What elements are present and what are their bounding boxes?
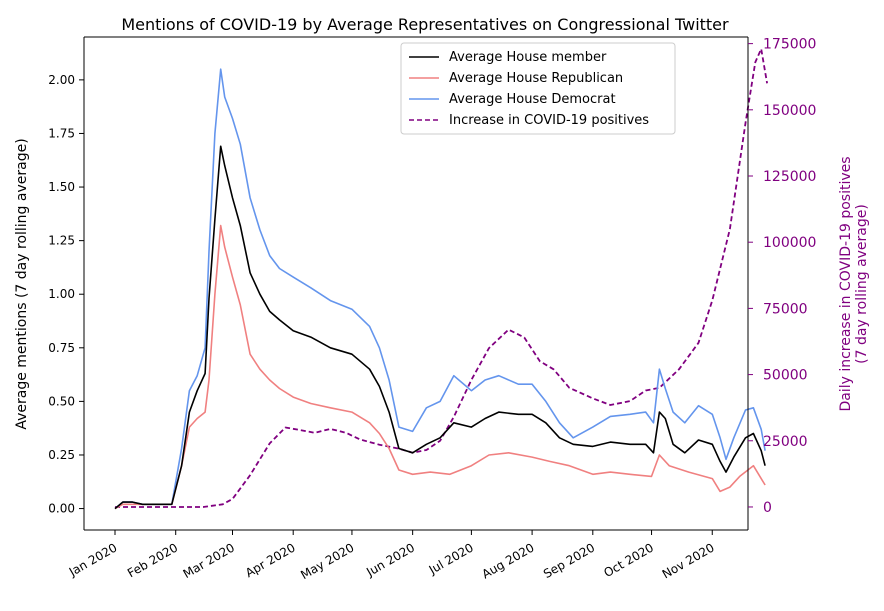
left-tick-label: 0.75 [48, 341, 75, 355]
x-tick-label: Jul 2020 [426, 540, 476, 577]
series-layer [114, 48, 768, 510]
x-tick-label: Oct 2020 [601, 540, 656, 580]
legend-box [400, 42, 676, 135]
legend-label: Average House Democrat [449, 92, 616, 107]
left-axis-label: Average mentions (7 day rolling average) [14, 138, 30, 429]
x-tick-label: Apr 2020 [243, 540, 298, 580]
right-tick-label: 25000 [763, 434, 808, 450]
right-tick-label: 125000 [763, 169, 816, 185]
axes-layer [83, 36, 749, 531]
x-tick-label: Jan 2020 [66, 540, 120, 579]
series-line-2 [114, 68, 766, 510]
legend: Average House member Average House Republ… [400, 42, 676, 135]
legend-label: Average House member [449, 50, 607, 65]
x-tick-label: Sep 2020 [541, 540, 597, 581]
right-axis-label-line2: (7 day rolling average) [854, 204, 870, 364]
x-tick-label: Aug 2020 [480, 540, 537, 581]
left-tick-label: 0.25 [48, 448, 75, 462]
left-tick-label: 0.50 [48, 394, 75, 408]
series-line-0 [114, 145, 766, 510]
x-tick-label: Nov 2020 [660, 540, 717, 581]
right-axis-label-line1: Daily increase in COVID-19 positives [838, 156, 854, 411]
x-tick-label: May 2020 [298, 540, 356, 582]
right-tick-label: 150000 [763, 103, 816, 119]
x-tick-label: Feb 2020 [125, 540, 180, 580]
left-tick-label: 1.50 [48, 180, 75, 194]
chart-title: Mentions of COVID-19 by Average Represen… [121, 15, 729, 34]
right-tick-label: 75000 [763, 301, 808, 317]
left-tick-label: 1.00 [48, 287, 75, 301]
left-tick-label: 1.25 [48, 234, 75, 248]
right-tick-label: 100000 [763, 235, 816, 251]
right-tick-label: 0 [763, 500, 772, 516]
legend-label: Increase in COVID-19 positives [449, 113, 649, 128]
right-tick-label: 50000 [763, 368, 808, 384]
x-tick-label: Jun 2020 [363, 540, 417, 579]
series-line-3 [115, 48, 768, 508]
left-tick-label: 2.00 [48, 73, 75, 87]
left-tick-label: 1.75 [48, 126, 75, 140]
left-tick-label: 0.00 [48, 502, 75, 516]
right-tick-label: 175000 [763, 37, 816, 53]
series-line-1 [114, 224, 766, 510]
x-tick-label: Mar 2020 [181, 540, 237, 581]
legend-label: Average House Republican [449, 71, 623, 86]
